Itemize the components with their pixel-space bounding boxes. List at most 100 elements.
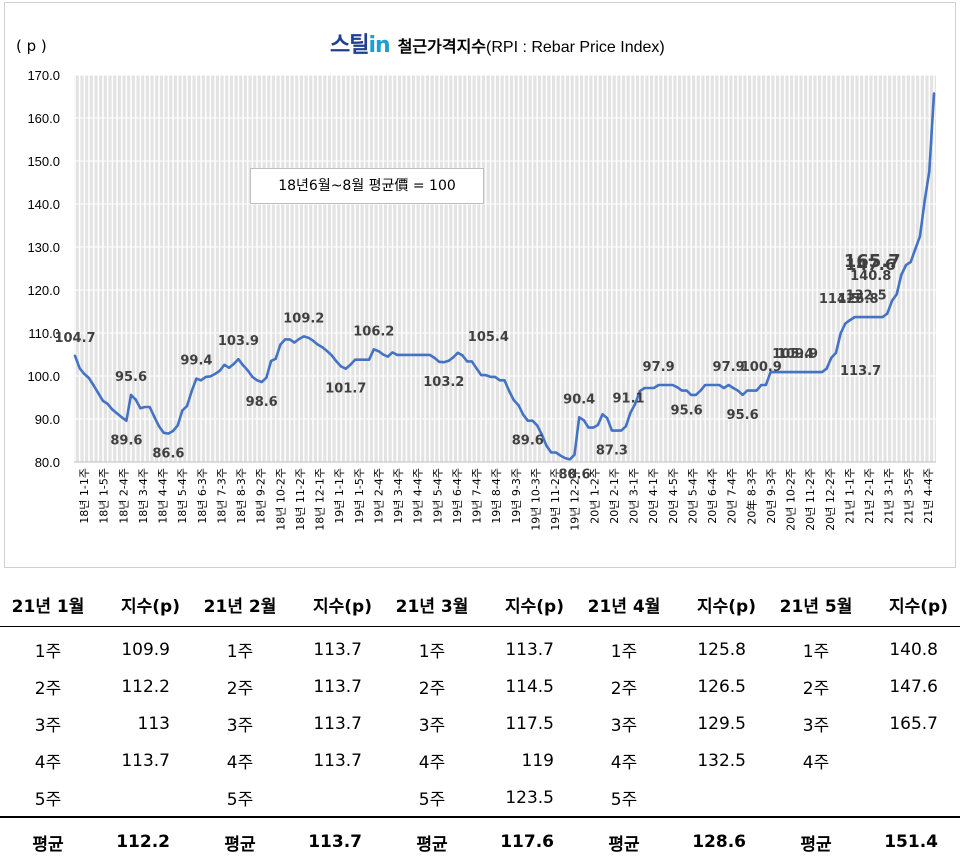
chart-frame — [4, 2, 956, 568]
base-note: 18년6월~8월 평균價 = 100 — [250, 168, 484, 204]
week-cell: 5주 — [418, 790, 446, 810]
chart-area: 80.0 90.0 100.0 110.0 120.0 130.0 140.0 150.0 16… — [4, 2, 956, 568]
x-tick-label: 19년 12-2주 — [569, 468, 582, 531]
week-cell: 4주 — [610, 753, 638, 773]
value-cell: 165.7 — [889, 713, 938, 734]
value-cell — [672, 779, 768, 817]
y-tick-label: 170.0 — [27, 68, 60, 83]
week-cell — [768, 779, 864, 817]
average-value: 113.7 — [308, 832, 362, 852]
data-label: 104.7 — [54, 331, 95, 346]
x-tick-label: 18년 6-3주 — [196, 468, 209, 524]
week-cell: 1주 — [802, 642, 830, 662]
x-tick-label: 19년 2-4주 — [372, 468, 385, 524]
y-axis-unit: ( p ) — [16, 37, 47, 55]
data-label: 89.6 — [110, 434, 142, 449]
steelin-logo: 스틸in — [330, 27, 391, 59]
x-tick-label: 19년 5-4주 — [431, 468, 444, 524]
week-cell: 5주 — [610, 790, 638, 810]
data-label: 95.6 — [115, 370, 147, 385]
chart-title: 스틸in 철근가격지수 (RPI : Rebar Price Index) — [330, 27, 665, 58]
data-label: 90.4 — [563, 392, 595, 407]
data-label: 103.9 — [218, 334, 259, 349]
logo-main-text: 스틸 — [330, 33, 369, 58]
x-tick-label: 18년 2-4주 — [117, 468, 130, 524]
index-header: 지수(p) — [121, 596, 180, 617]
week-cell: 3주 — [34, 716, 62, 736]
table-row: 1주 109.9 1주 113.7 1주 113.7 1주 125.8 1주 140.8 — [0, 627, 960, 669]
x-tick-label: 21년 3-1주 — [883, 468, 896, 524]
week-cell: 1주 — [226, 642, 254, 662]
index-table: 21년 1월 지수(p) 21년 2월 지수(p) 21년 3월 지수(p) 21년 4월 지… — [0, 582, 960, 866]
value-cell — [288, 779, 384, 817]
table-row: 5주 5주 5주 123.5 5주 — [0, 779, 960, 817]
x-tick-label: 18년 1-1주 — [78, 468, 91, 524]
value-cell: 113.7 — [313, 713, 362, 734]
week-cell: 5주 — [226, 790, 254, 810]
data-label: 109.9 — [777, 347, 818, 362]
x-tick-label: 19년 8-4주 — [490, 468, 503, 524]
x-tick-label: 20年 8-3주 — [744, 468, 758, 525]
x-tick-label: 18년 9-2주 — [255, 468, 268, 524]
data-label: 125.8 — [837, 292, 878, 307]
average-label: 평균 — [608, 834, 640, 855]
x-tick-label: 18년 5-4주 — [176, 468, 189, 524]
data-label: 105.4 — [772, 347, 813, 362]
month-header: 21년 1월 — [11, 596, 85, 617]
value-cell: 123.5 — [505, 787, 554, 808]
average-value: 112.2 — [116, 832, 170, 852]
x-tick-label: 21년 3-5주 — [902, 468, 915, 524]
x-tick-label: 21년 1-1주 — [844, 468, 857, 524]
week-cell: 4주 — [418, 753, 446, 773]
value-cell: 112.2 — [121, 676, 170, 697]
week-cell: 4주 — [226, 753, 254, 773]
table-row: 4주 113.7 4주 113.7 4주 119 4주 132.5 4주 — [0, 742, 960, 779]
x-tick-label: 20년 1-2주 — [588, 468, 601, 524]
value-cell: 113.7 — [313, 676, 362, 697]
x-tick-label: 20년 4-5주 — [667, 468, 680, 524]
data-label: 101.7 — [325, 382, 366, 397]
data-label: 103.2 — [423, 375, 464, 390]
week-cell: 4주 — [802, 753, 830, 773]
table-footer-row: 평균 112.2 평균 113.7 평균 117.6 평균 128.6 평균 151.4 — [0, 817, 960, 866]
data-label: 114.5 — [819, 292, 860, 307]
x-tick-label: 19년 1-1주 — [333, 468, 346, 524]
value-cell — [864, 742, 960, 779]
y-tick-label: 80.0 — [35, 455, 60, 470]
value-cell: 147.6 — [889, 676, 938, 697]
y-tick-label: 130.0 — [27, 240, 60, 255]
table-body: 1주 109.9 1주 113.7 1주 113.7 1주 125.8 1주 140.8 2주 112… — [0, 627, 960, 818]
month-header: 21년 4월 — [587, 596, 661, 617]
value-cell: 113.7 — [313, 750, 362, 771]
data-label: 105.4 — [468, 330, 509, 345]
x-tick-label: 18년 3-4주 — [137, 468, 150, 524]
week-cell: 4주 — [34, 753, 62, 773]
value-cell: 117.5 — [505, 713, 554, 734]
value-cell: 109.9 — [121, 639, 170, 660]
index-header: 지수(p) — [889, 596, 948, 617]
x-tick-label: 20년 12-2주 — [824, 468, 837, 531]
x-tick-label: 19년 1-5주 — [353, 468, 366, 524]
data-label: 86.6 — [152, 447, 184, 462]
index-header: 지수(p) — [313, 596, 372, 617]
month-header: 21년 2월 — [203, 596, 277, 617]
week-cell: 2주 — [802, 679, 830, 699]
y-tick-label: 110.0 — [28, 326, 60, 341]
x-tick-label: 18년 11-2주 — [294, 468, 307, 531]
title-sub: (RPI : Rebar Price Index) — [486, 39, 665, 56]
data-label: 97.9 — [643, 360, 675, 375]
x-tick-label: 19년 9-3주 — [510, 468, 523, 524]
week-cell: 2주 — [418, 679, 446, 699]
x-tick-label: 20년 11-2주 — [804, 468, 817, 531]
week-cell: 1주 — [610, 642, 638, 662]
average-label: 평균 — [32, 834, 64, 855]
data-label: 91.1 — [613, 391, 645, 406]
x-tick-label: 19년 4-4주 — [412, 468, 425, 524]
data-label: 97.9 — [713, 360, 745, 375]
data-label: 89.6 — [512, 434, 544, 449]
value-cell: 132.5 — [697, 750, 746, 771]
x-tick-label: 18년 7-3주 — [215, 468, 228, 524]
value-cell: 140.8 — [889, 639, 938, 660]
x-tick-label: 20년 7-4주 — [726, 468, 739, 524]
x-tick-label: 20년 5-4주 — [687, 468, 700, 524]
